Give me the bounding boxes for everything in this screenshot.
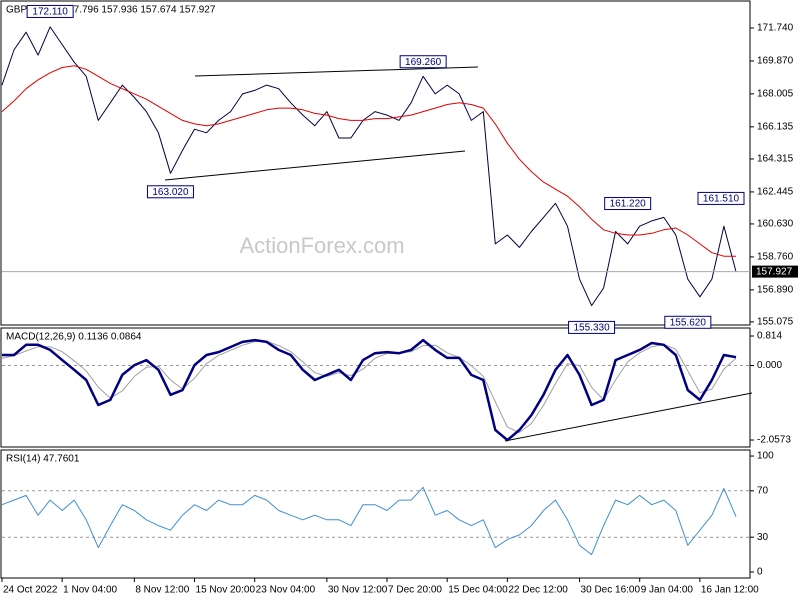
panel-frame (0, 0, 751, 326)
annotation-box (604, 197, 652, 211)
trend-line (504, 392, 753, 442)
annotation-label: 161.510 (703, 194, 740, 205)
annotation-label: 163.020 (152, 187, 189, 198)
y-tick-label: 166.135 (757, 121, 794, 132)
y-tick-label: 158.760 (757, 252, 794, 263)
trend-line (164, 150, 466, 181)
annotation-box (664, 315, 712, 329)
annotation-label: 161.220 (610, 199, 647, 210)
panel-frame (0, 449, 751, 579)
y-tick-label: 30 (757, 532, 769, 543)
panel-title: RSI(14) 47.7601 (6, 454, 80, 465)
series-line (2, 338, 737, 442)
x-tick-label: 15 Dec 04:00 (448, 585, 508, 596)
watermark: ActionForex.com (239, 233, 404, 258)
x-tick-label: 30 Dec 16:00 (581, 585, 641, 596)
series-line (1, 65, 736, 257)
last-price-label: 157.927 (756, 266, 793, 277)
series-line (1, 26, 737, 307)
x-tick-label: 7 Dec 20:00 (388, 585, 442, 596)
x-tick-label: 22 Dec 12:00 (508, 585, 568, 596)
panel-title: GBPJPY,H4 157.796 157.936 157.674 157.92… (6, 5, 216, 16)
y-tick-label: -2.0573 (757, 435, 791, 446)
x-tick-label: 16 Jan 12:00 (701, 585, 759, 596)
x-tick-label: 24 Oct 2022 (3, 585, 58, 596)
y-tick-label: 0 (757, 567, 763, 578)
annotation-box (697, 191, 745, 205)
annotation-label: 155.620 (670, 317, 707, 328)
y-tick-label: 160.630 (757, 219, 794, 230)
last-price-box (752, 265, 798, 278)
y-tick-label: 0.814 (757, 331, 782, 342)
panel-frame (0, 327, 751, 448)
x-tick-label: 9 Jan 04:00 (641, 585, 694, 596)
y-tick-label: 169.870 (757, 56, 794, 67)
annotation-box (146, 185, 194, 199)
series-line (1, 340, 737, 433)
x-tick-label: 15 Nov 20:00 (196, 585, 256, 596)
annotation-label: 172.110 (32, 7, 68, 18)
x-tick-label: 8 Nov 12:00 (135, 585, 189, 596)
annotation-box (568, 320, 616, 334)
y-tick-label: 164.315 (757, 154, 794, 165)
panel-title: MACD(12,26,9) 0.1136 0.0864 (6, 332, 142, 343)
annotation-box (399, 55, 447, 69)
trend-line (194, 66, 479, 77)
x-tick-label: 23 Nov 04:00 (256, 585, 316, 596)
y-tick-label: 156.890 (757, 285, 794, 296)
y-tick-label: 0.000 (757, 360, 782, 371)
x-tick-label: 1 Nov 04:00 (63, 585, 117, 596)
annotation-box (26, 4, 74, 18)
y-tick-label: 70 (757, 485, 769, 496)
y-tick-label: 162.445 (757, 187, 794, 198)
y-tick-label: 168.005 (757, 89, 794, 100)
y-tick-label: 100 (757, 451, 774, 462)
series-line (1, 486, 737, 556)
y-tick-label: 155.075 (757, 317, 794, 328)
y-tick-label: 171.740 (757, 23, 794, 34)
annotation-label: 155.330 (574, 323, 611, 334)
annotation-label: 169.260 (405, 57, 442, 68)
x-tick-label: 30 Nov 12:00 (328, 585, 388, 596)
